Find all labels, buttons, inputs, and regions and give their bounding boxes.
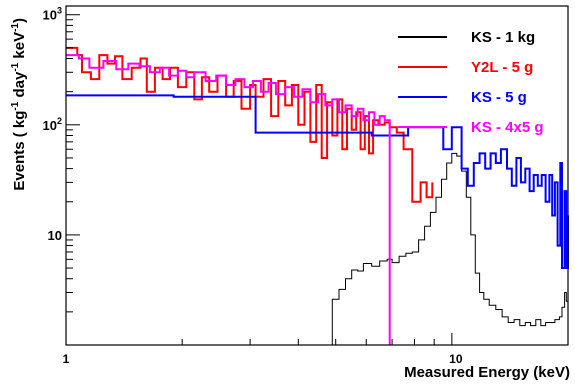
legend-label-2: KS - 5 g	[471, 89, 527, 106]
legend: KS - 1 kg Y2L - 5 g KS - 5 g KS - 4x5 g	[398, 29, 544, 136]
axis-ticks	[65, 14, 569, 346]
y-tick-label: 102	[43, 116, 62, 133]
tick-labels: 1 10 10 102 103	[43, 6, 463, 366]
y-tick-label: 103	[43, 6, 62, 23]
x-axis-title: Measured Energy (keV)	[404, 364, 570, 381]
legend-label-1: Y2L - 5 g	[471, 59, 533, 76]
series-line-0	[331, 152, 569, 345]
x-tick-label: 10	[449, 352, 463, 366]
legend-label-3: KS - 4x5 g	[471, 119, 544, 136]
y-axis-title: Events ( kg-1 day-1 keV-1)	[10, 18, 28, 191]
series-line-3	[66, 54, 391, 345]
series-line-1	[66, 46, 434, 203]
x-tick-label: 1	[63, 352, 70, 366]
y-tick-label: 10	[48, 228, 62, 243]
plot-frame	[65, 5, 569, 346]
legend-label-0: KS - 1 kg	[471, 29, 535, 46]
